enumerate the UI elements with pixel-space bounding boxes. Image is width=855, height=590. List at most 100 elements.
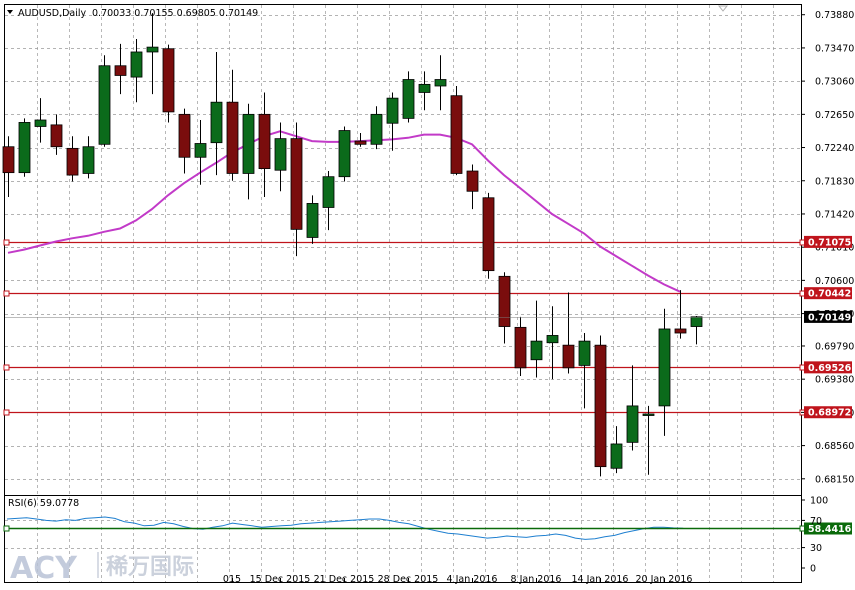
- candle[interactable]: [530, 300, 543, 378]
- date-label: 14 Jan 2016: [572, 574, 629, 585]
- candle[interactable]: [690, 316, 703, 345]
- candle[interactable]: [498, 272, 511, 344]
- chevron-down-icon[interactable]: [717, 5, 729, 12]
- candle-body-bear: [466, 170, 479, 192]
- rsi-line: [6, 516, 684, 540]
- candle-body-bull: [658, 328, 671, 407]
- candle-body-bull: [242, 113, 255, 174]
- candle-body-bull: [82, 146, 95, 174]
- brand-logo: ACY 稀万国际: [10, 551, 194, 586]
- level-badge: [804, 406, 852, 419]
- candle[interactable]: [594, 335, 607, 477]
- rsi-scale-label: 30: [810, 543, 822, 554]
- candle-body-bull: [370, 113, 383, 145]
- candle[interactable]: [210, 51, 223, 176]
- candle[interactable]: [402, 71, 415, 123]
- candle-body-bull: [194, 143, 207, 158]
- candle[interactable]: [18, 118, 31, 177]
- candle-body-bull: [402, 79, 415, 119]
- candle-body-bull: [626, 405, 639, 443]
- date-axis: 015 15 Dec 2015 21 Dec 2015 28 Dec 2015 4 Ja…: [223, 574, 693, 585]
- price-label: 0.68150: [815, 474, 854, 485]
- candle[interactable]: [226, 69, 239, 181]
- candle-body-bull: [146, 46, 159, 53]
- candle[interactable]: [354, 132, 367, 147]
- candle[interactable]: [322, 171, 335, 231]
- price-label: 0.68560: [815, 441, 854, 452]
- candle[interactable]: [178, 108, 191, 174]
- candle[interactable]: [578, 333, 591, 409]
- rsi-level-label: 58.4416: [808, 524, 852, 535]
- rsi-level-badge: [804, 522, 852, 535]
- candle[interactable]: [466, 164, 479, 210]
- candle[interactable]: [306, 195, 319, 244]
- candle[interactable]: [194, 120, 207, 185]
- candle-body-bear: [498, 275, 511, 327]
- candle-body-bear: [66, 147, 79, 176]
- candle-body-bear: [594, 344, 607, 468]
- candle[interactable]: [418, 71, 431, 111]
- candle[interactable]: [610, 426, 623, 474]
- logo-brand: ACY: [10, 551, 78, 586]
- ohlc-values: 0.70033 0.70155 0.69805 0.70149: [92, 8, 258, 19]
- candle-body-bear: [178, 113, 191, 158]
- candle-body-bear: [354, 140, 367, 145]
- candle[interactable]: [98, 55, 111, 147]
- candle[interactable]: [242, 103, 255, 200]
- candle[interactable]: [370, 106, 383, 150]
- level-label: 0.70442: [808, 289, 851, 300]
- candle[interactable]: [274, 122, 287, 192]
- candle[interactable]: [338, 126, 351, 182]
- candle[interactable]: [162, 44, 175, 123]
- candlesticks[interactable]: [2, 13, 703, 477]
- candle[interactable]: [66, 136, 79, 182]
- candle[interactable]: [130, 39, 143, 103]
- candle[interactable]: [114, 43, 127, 95]
- candle[interactable]: [642, 405, 655, 475]
- candle[interactable]: [34, 98, 47, 143]
- rsi-label: RSI(6) 59.0778: [8, 498, 79, 509]
- candle[interactable]: [386, 92, 399, 151]
- candle[interactable]: [546, 306, 559, 380]
- candle-body-bull: [306, 203, 319, 238]
- level-label: 0.71075: [808, 237, 851, 248]
- candle-body-bull: [18, 122, 31, 174]
- level-label: 0.69526: [808, 363, 852, 374]
- candle[interactable]: [434, 55, 447, 111]
- rsi-scale-label: 100: [810, 496, 828, 507]
- candle[interactable]: [50, 114, 63, 155]
- rsi-scale-label: 70: [810, 516, 822, 527]
- candle-body-bear: [258, 113, 271, 170]
- candle[interactable]: [562, 292, 575, 374]
- price-label: 0.69790: [815, 341, 854, 352]
- price-label: 0.73880: [815, 10, 854, 21]
- price-label: 0.70600: [815, 276, 854, 287]
- candle[interactable]: [514, 316, 527, 376]
- current-price-badge: [804, 310, 852, 323]
- price-label: 0.72240: [815, 143, 854, 154]
- candle-body-bull: [434, 79, 447, 87]
- triangle-down-icon: [7, 10, 13, 14]
- level-badge: [804, 287, 852, 300]
- candle[interactable]: [258, 92, 271, 197]
- candle[interactable]: [146, 13, 159, 95]
- candle-body-bear: [674, 328, 687, 334]
- candle[interactable]: [450, 85, 463, 176]
- candle[interactable]: [658, 308, 671, 436]
- candle-body-bear: [450, 95, 463, 174]
- price-label: 0.72650: [815, 110, 854, 121]
- current-price-label: 0.70149: [808, 312, 851, 323]
- candle[interactable]: [82, 136, 95, 179]
- candle-body-bull: [642, 413, 655, 416]
- candle[interactable]: [290, 122, 303, 257]
- candle-body-bear: [2, 146, 15, 174]
- candle[interactable]: [482, 192, 495, 279]
- candle-body-bear: [514, 326, 527, 369]
- candle[interactable]: [674, 290, 687, 339]
- candle[interactable]: [2, 136, 15, 197]
- level-handle-left: [3, 364, 10, 371]
- candle-body-bull: [34, 119, 47, 127]
- candle[interactable]: [626, 365, 639, 451]
